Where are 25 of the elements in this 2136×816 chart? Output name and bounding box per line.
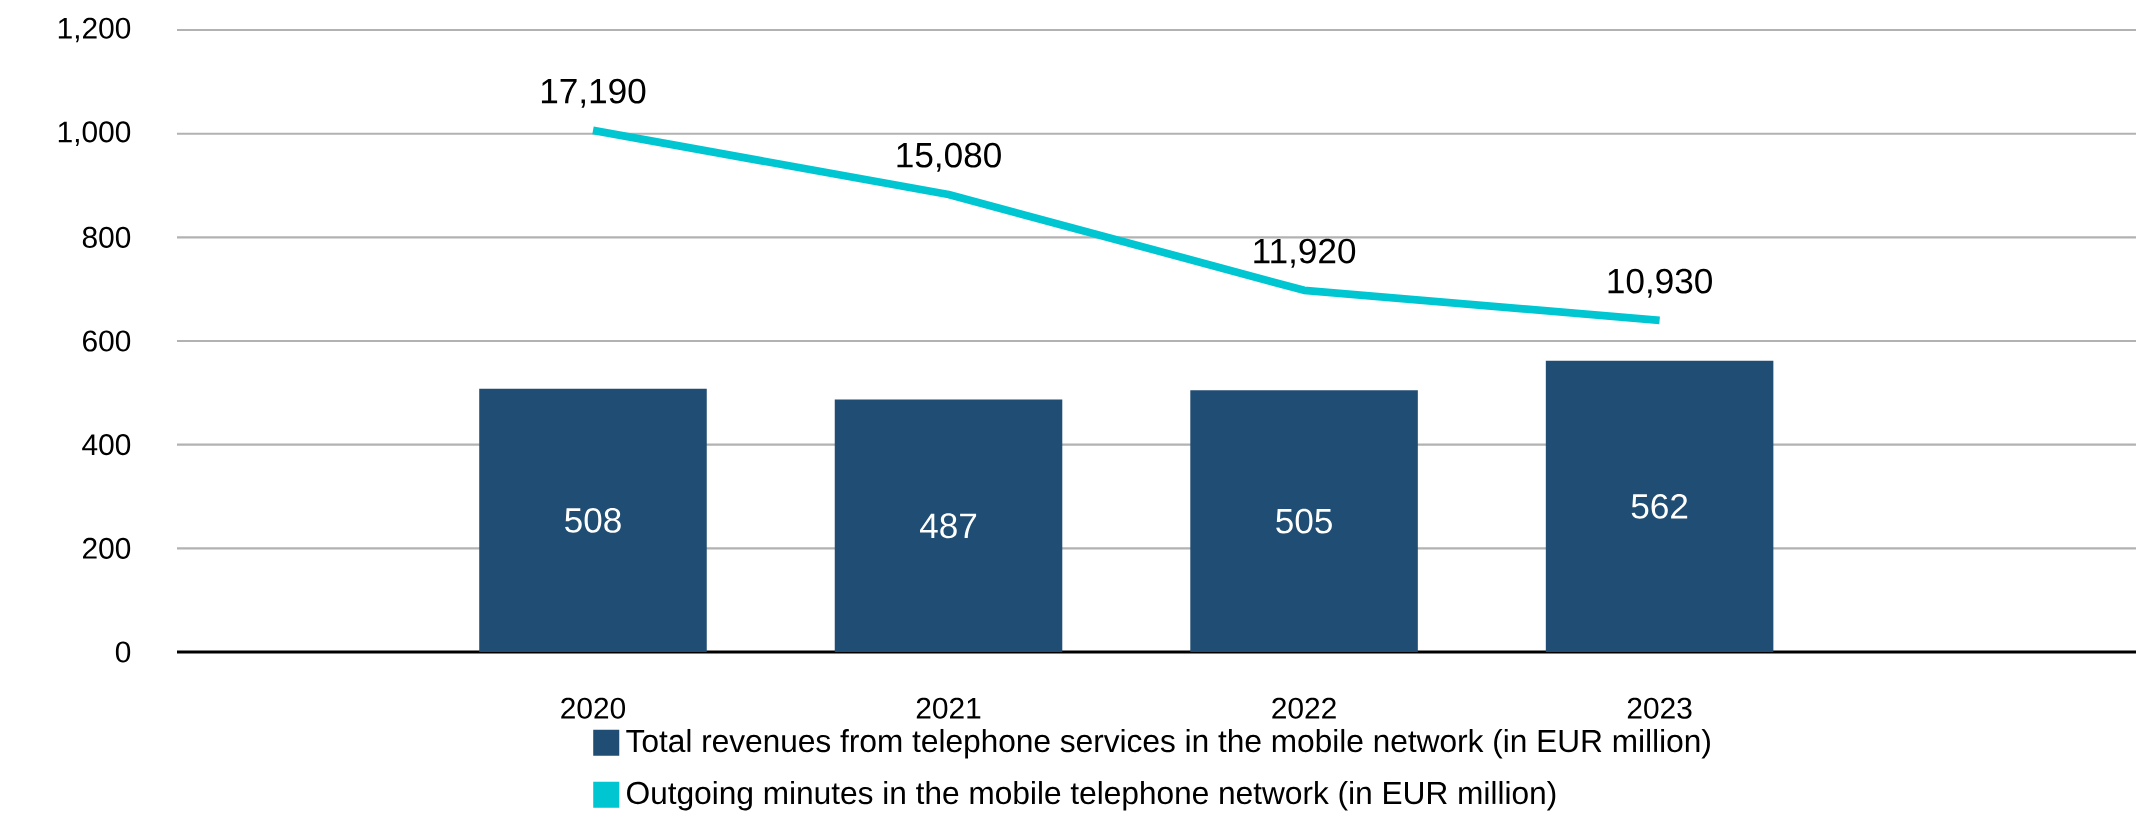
- data-label: 487: [920, 513, 977, 539]
- data-label: 505: [1276, 508, 1332, 534]
- y-tick-label: 400: [82, 434, 131, 456]
- bar: [479, 388, 707, 653]
- bar: [834, 399, 1063, 653]
- data-label: 508: [565, 507, 621, 533]
- x-tick-label: 2022: [1272, 697, 1336, 719]
- y-tick-label: 1,000: [58, 121, 131, 146]
- y-tick-label: 600: [83, 330, 131, 352]
- y-tick-label: 800: [82, 226, 131, 248]
- data-label: 10,930: [1608, 268, 1712, 298]
- y-tick-label: 0: [115, 641, 131, 663]
- legend-label: Outgoing minutes in the mobile telephone network (in EUR million): [627, 780, 1556, 811]
- bar: [1190, 390, 1418, 653]
- data-label: 562: [1631, 493, 1688, 519]
- y-tick-label: 1,200: [58, 17, 131, 43]
- data-label: 15,080: [897, 142, 1001, 172]
- y-tick-label: 200: [83, 537, 131, 559]
- x-tick-label: 2020: [561, 697, 626, 719]
- legend-label: Total revenues from telephone services in the mobile network (in EUR million): [626, 728, 1710, 759]
- x-tick-label: 2021: [916, 697, 981, 719]
- data-label: 17,190: [541, 78, 646, 108]
- bar: [1545, 360, 1774, 653]
- data-label: 11,920: [1254, 238, 1356, 268]
- x-tick-label: 2023: [1627, 697, 1692, 719]
